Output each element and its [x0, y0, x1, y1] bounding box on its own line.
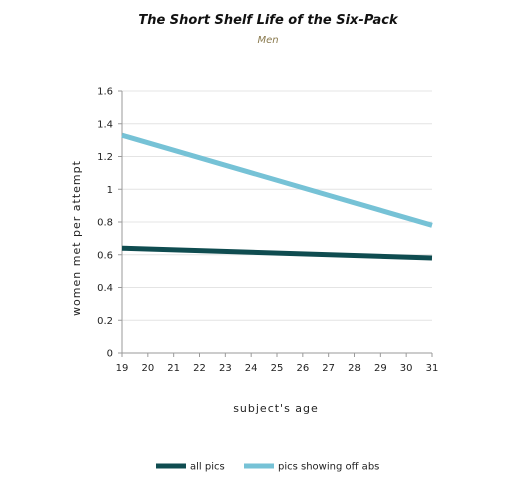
- gridlines: [122, 90, 432, 321]
- x-tick-label: 26: [296, 363, 309, 374]
- x-tick-label: 31: [426, 363, 439, 374]
- y-tick-label: 1.4: [97, 119, 113, 130]
- x-tick-label: 27: [322, 363, 335, 374]
- series-line-pics-showing-off-abs: [121, 132, 433, 228]
- legend-label-pics-showing-off-abs: pics showing off abs: [278, 462, 379, 473]
- series-line-all-pics: [121, 245, 433, 261]
- y-tick-label: 0.2: [97, 316, 113, 327]
- tick-labels: 0 0.2 0.4 0.6 0.8 1 1.2 1.4 1.6 19 20 21 22 23 24 25 26 2…: [97, 87, 438, 375]
- x-tick-label: 19: [116, 363, 129, 374]
- y-tick-label: 1.6: [97, 87, 113, 98]
- y-tick-label: 0: [107, 349, 113, 360]
- y-tick-label: 0.8: [97, 218, 113, 229]
- legend-label-all-pics: all pics: [190, 462, 225, 473]
- x-tick-label: 28: [348, 363, 361, 374]
- x-tick-label: 22: [193, 363, 206, 374]
- series-lines: [121, 132, 433, 261]
- y-tick-label: 1.2: [97, 152, 113, 163]
- y-tick-label: 0.6: [97, 250, 113, 261]
- y-axis-label: women met per attempt: [70, 160, 83, 316]
- y-tick-label: 0.4: [97, 283, 113, 294]
- chart-subtitle: Men: [257, 35, 278, 46]
- x-tick-label: 25: [271, 363, 284, 374]
- x-tick-label: 30: [400, 363, 413, 374]
- chart-title: The Short Shelf Life of the Six-Pack: [138, 13, 399, 28]
- x-tick-label: 24: [245, 363, 258, 374]
- x-tick-label: 23: [219, 363, 232, 374]
- x-tick-label: 20: [141, 363, 154, 374]
- legend: all pics pics showing off abs: [156, 462, 379, 473]
- x-tick-label: 29: [374, 363, 387, 374]
- x-tick-label: 21: [167, 363, 180, 374]
- y-tick-label: 1: [107, 185, 113, 196]
- x-axis-label: subject's age: [233, 402, 319, 415]
